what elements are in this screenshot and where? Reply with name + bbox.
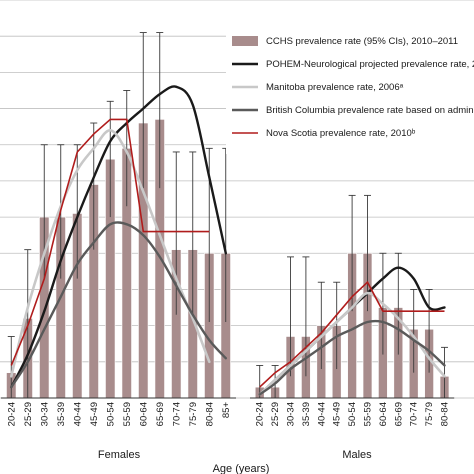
females-tick-label: 75-79 bbox=[188, 402, 199, 426]
x-axis: 20-24 25-29 30-34 35-39 40-44 45-49 50-54 55-59… bbox=[1, 397, 455, 426]
females-tick-label: 80-84 bbox=[204, 402, 215, 426]
males-tick-label: 70-74 bbox=[409, 402, 420, 426]
males-tick-label: 25-29 bbox=[270, 402, 281, 426]
group-label-females: Females bbox=[98, 449, 141, 461]
females-line-nova bbox=[10, 118, 210, 366]
females-tick-label: 45-49 bbox=[89, 402, 100, 426]
series-lines bbox=[10, 85, 446, 396]
group-label-males: Males bbox=[342, 449, 372, 461]
males-tick-label: 60-64 bbox=[378, 402, 389, 426]
legend: CCHS prevalence rate (95% CIs), 2010–201… bbox=[226, 28, 474, 154]
females-tick-label: 70-74 bbox=[171, 402, 182, 426]
legend-label: Manitoba prevalence rate, 2006ᵃ bbox=[266, 82, 404, 93]
legend-label: British Columbia prevalence rate based o… bbox=[266, 105, 474, 116]
males-tick-label: 50-54 bbox=[347, 402, 358, 426]
females-tick-label: 50-54 bbox=[105, 402, 116, 426]
legend-swatch-bar bbox=[232, 36, 258, 46]
males-line-nova bbox=[259, 280, 445, 388]
males-tick-label: 30-34 bbox=[286, 402, 297, 426]
females-tick-label: 30-34 bbox=[39, 402, 50, 426]
females-tick-label: 25-29 bbox=[23, 402, 34, 426]
males-tick-label: 80-84 bbox=[440, 402, 451, 426]
males-tick-label: 20-24 bbox=[255, 402, 266, 426]
males-tick-label: 55-59 bbox=[363, 402, 374, 426]
males-tick-label: 35-39 bbox=[301, 402, 312, 426]
males-tick-label: 45-49 bbox=[332, 402, 343, 426]
males-line-british bbox=[258, 319, 446, 396]
females-tick-label: 55-59 bbox=[122, 402, 133, 426]
males-line-manitoba bbox=[258, 291, 446, 396]
legend-background bbox=[226, 28, 474, 154]
females-tick-label: 60-64 bbox=[138, 402, 149, 426]
females-tick-label: 35-39 bbox=[56, 402, 67, 426]
legend-label: POHEM-Neurological projected prevalence … bbox=[266, 59, 474, 70]
x-axis-title: Age (years) bbox=[213, 463, 270, 474]
females-tick-label: 65-69 bbox=[155, 402, 166, 426]
females-tick-label: 85+ bbox=[221, 402, 232, 419]
females-tick-label: 40-44 bbox=[72, 402, 83, 426]
males-tick-label: 40-44 bbox=[316, 402, 327, 426]
females-line-british bbox=[10, 221, 227, 389]
males-tick-label: 65-69 bbox=[393, 402, 404, 426]
females-tick-label: 20-24 bbox=[6, 402, 17, 426]
males-tick-label: 75-79 bbox=[424, 402, 435, 426]
females-line-pohem bbox=[10, 85, 227, 389]
legend-label: Nova Scotia prevalence rate, 2010ᵇ bbox=[266, 128, 416, 139]
legend-label: CCHS prevalence rate (95% CIs), 2010–201… bbox=[266, 36, 458, 47]
females-line-manitoba bbox=[10, 129, 211, 378]
